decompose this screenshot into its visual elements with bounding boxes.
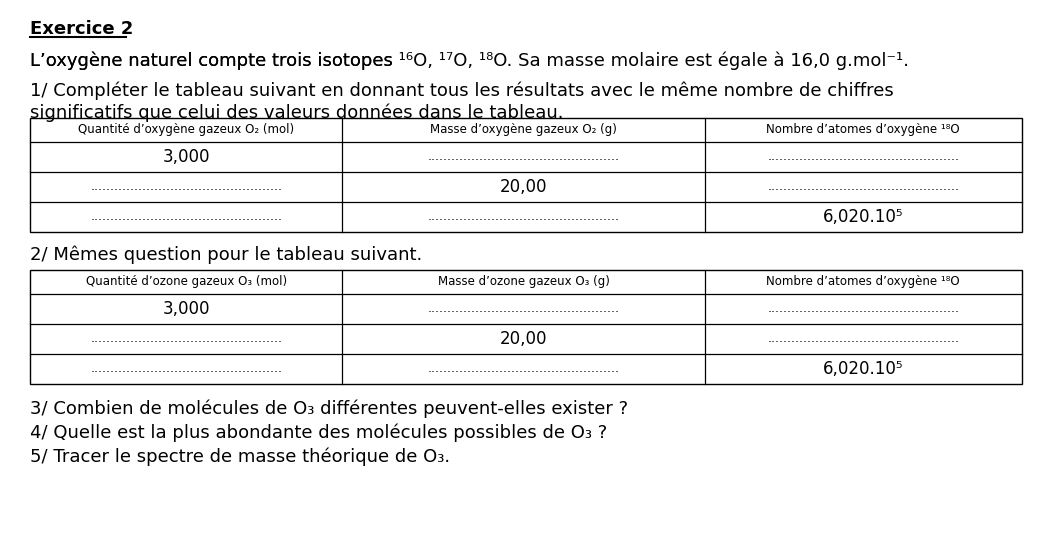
Text: 2/ Mêmes question pour le tableau suivant.: 2/ Mêmes question pour le tableau suivan…	[31, 246, 422, 265]
Text: Masse d’ozone gazeux O₃ (g): Masse d’ozone gazeux O₃ (g)	[438, 276, 609, 289]
Text: ................................................: ........................................…	[90, 333, 282, 345]
Text: L’oxygène naturel compte trois isotopes ¹⁶O, ¹⁷O, ¹⁸O. Sa masse molaire est égal: L’oxygène naturel compte trois isotopes …	[31, 52, 909, 70]
Text: 3,000: 3,000	[162, 148, 210, 166]
Text: ................................................: ........................................…	[427, 302, 620, 316]
Text: significatifs que celui des valeurs données dans le tableau.: significatifs que celui des valeurs donn…	[31, 104, 564, 123]
Text: 3/ Combien de molécules de O₃ différentes peuvent-elles exister ?: 3/ Combien de molécules de O₃ différente…	[31, 400, 628, 419]
Text: 1/ Compléter le tableau suivant en donnant tous les résultats avec le même nombr: 1/ Compléter le tableau suivant en donna…	[31, 82, 894, 101]
Text: 20,00: 20,00	[500, 178, 547, 196]
Text: ................................................: ........................................…	[767, 151, 959, 163]
Text: Exercice 2: Exercice 2	[31, 20, 134, 38]
Text: ................................................: ........................................…	[427, 362, 620, 376]
Text: 4/ Quelle est la plus abondante des molécules possibles de O₃ ?: 4/ Quelle est la plus abondante des molé…	[31, 424, 607, 443]
Text: Masse d’oxygène gazeux O₂ (g): Masse d’oxygène gazeux O₂ (g)	[430, 124, 616, 136]
Text: 6,020.10⁵: 6,020.10⁵	[823, 360, 904, 378]
Text: ................................................: ........................................…	[427, 151, 620, 163]
Text: 6,020.10⁵: 6,020.10⁵	[823, 208, 904, 226]
Text: Quantité d’oxygène gazeux O₂ (mol): Quantité d’oxygène gazeux O₂ (mol)	[78, 124, 295, 136]
Text: ................................................: ........................................…	[90, 211, 282, 223]
Text: 5/ Tracer le spectre de masse théorique de O₃.: 5/ Tracer le spectre de masse théorique …	[31, 448, 450, 466]
Text: 3,000: 3,000	[162, 300, 210, 318]
Text: Quantité d’ozone gazeux O₃ (mol): Quantité d’ozone gazeux O₃ (mol)	[85, 276, 287, 289]
Text: ................................................: ........................................…	[767, 180, 959, 194]
Text: ................................................: ........................................…	[90, 180, 282, 194]
Text: ................................................: ........................................…	[90, 362, 282, 376]
Text: 20,00: 20,00	[500, 330, 547, 348]
Text: L’oxygène naturel compte trois isotopes: L’oxygène naturel compte trois isotopes	[31, 52, 399, 70]
Text: Nombre d’atomes d’oxygène ¹⁸O: Nombre d’atomes d’oxygène ¹⁸O	[767, 124, 960, 136]
Bar	[31, 118, 1021, 232]
Bar	[31, 270, 1021, 384]
Text: ................................................: ........................................…	[767, 302, 959, 316]
Text: Nombre d’atomes d’oxygène ¹⁸O: Nombre d’atomes d’oxygène ¹⁸O	[767, 276, 960, 289]
Text: ................................................: ........................................…	[767, 333, 959, 345]
Text: ................................................: ........................................…	[427, 211, 620, 223]
